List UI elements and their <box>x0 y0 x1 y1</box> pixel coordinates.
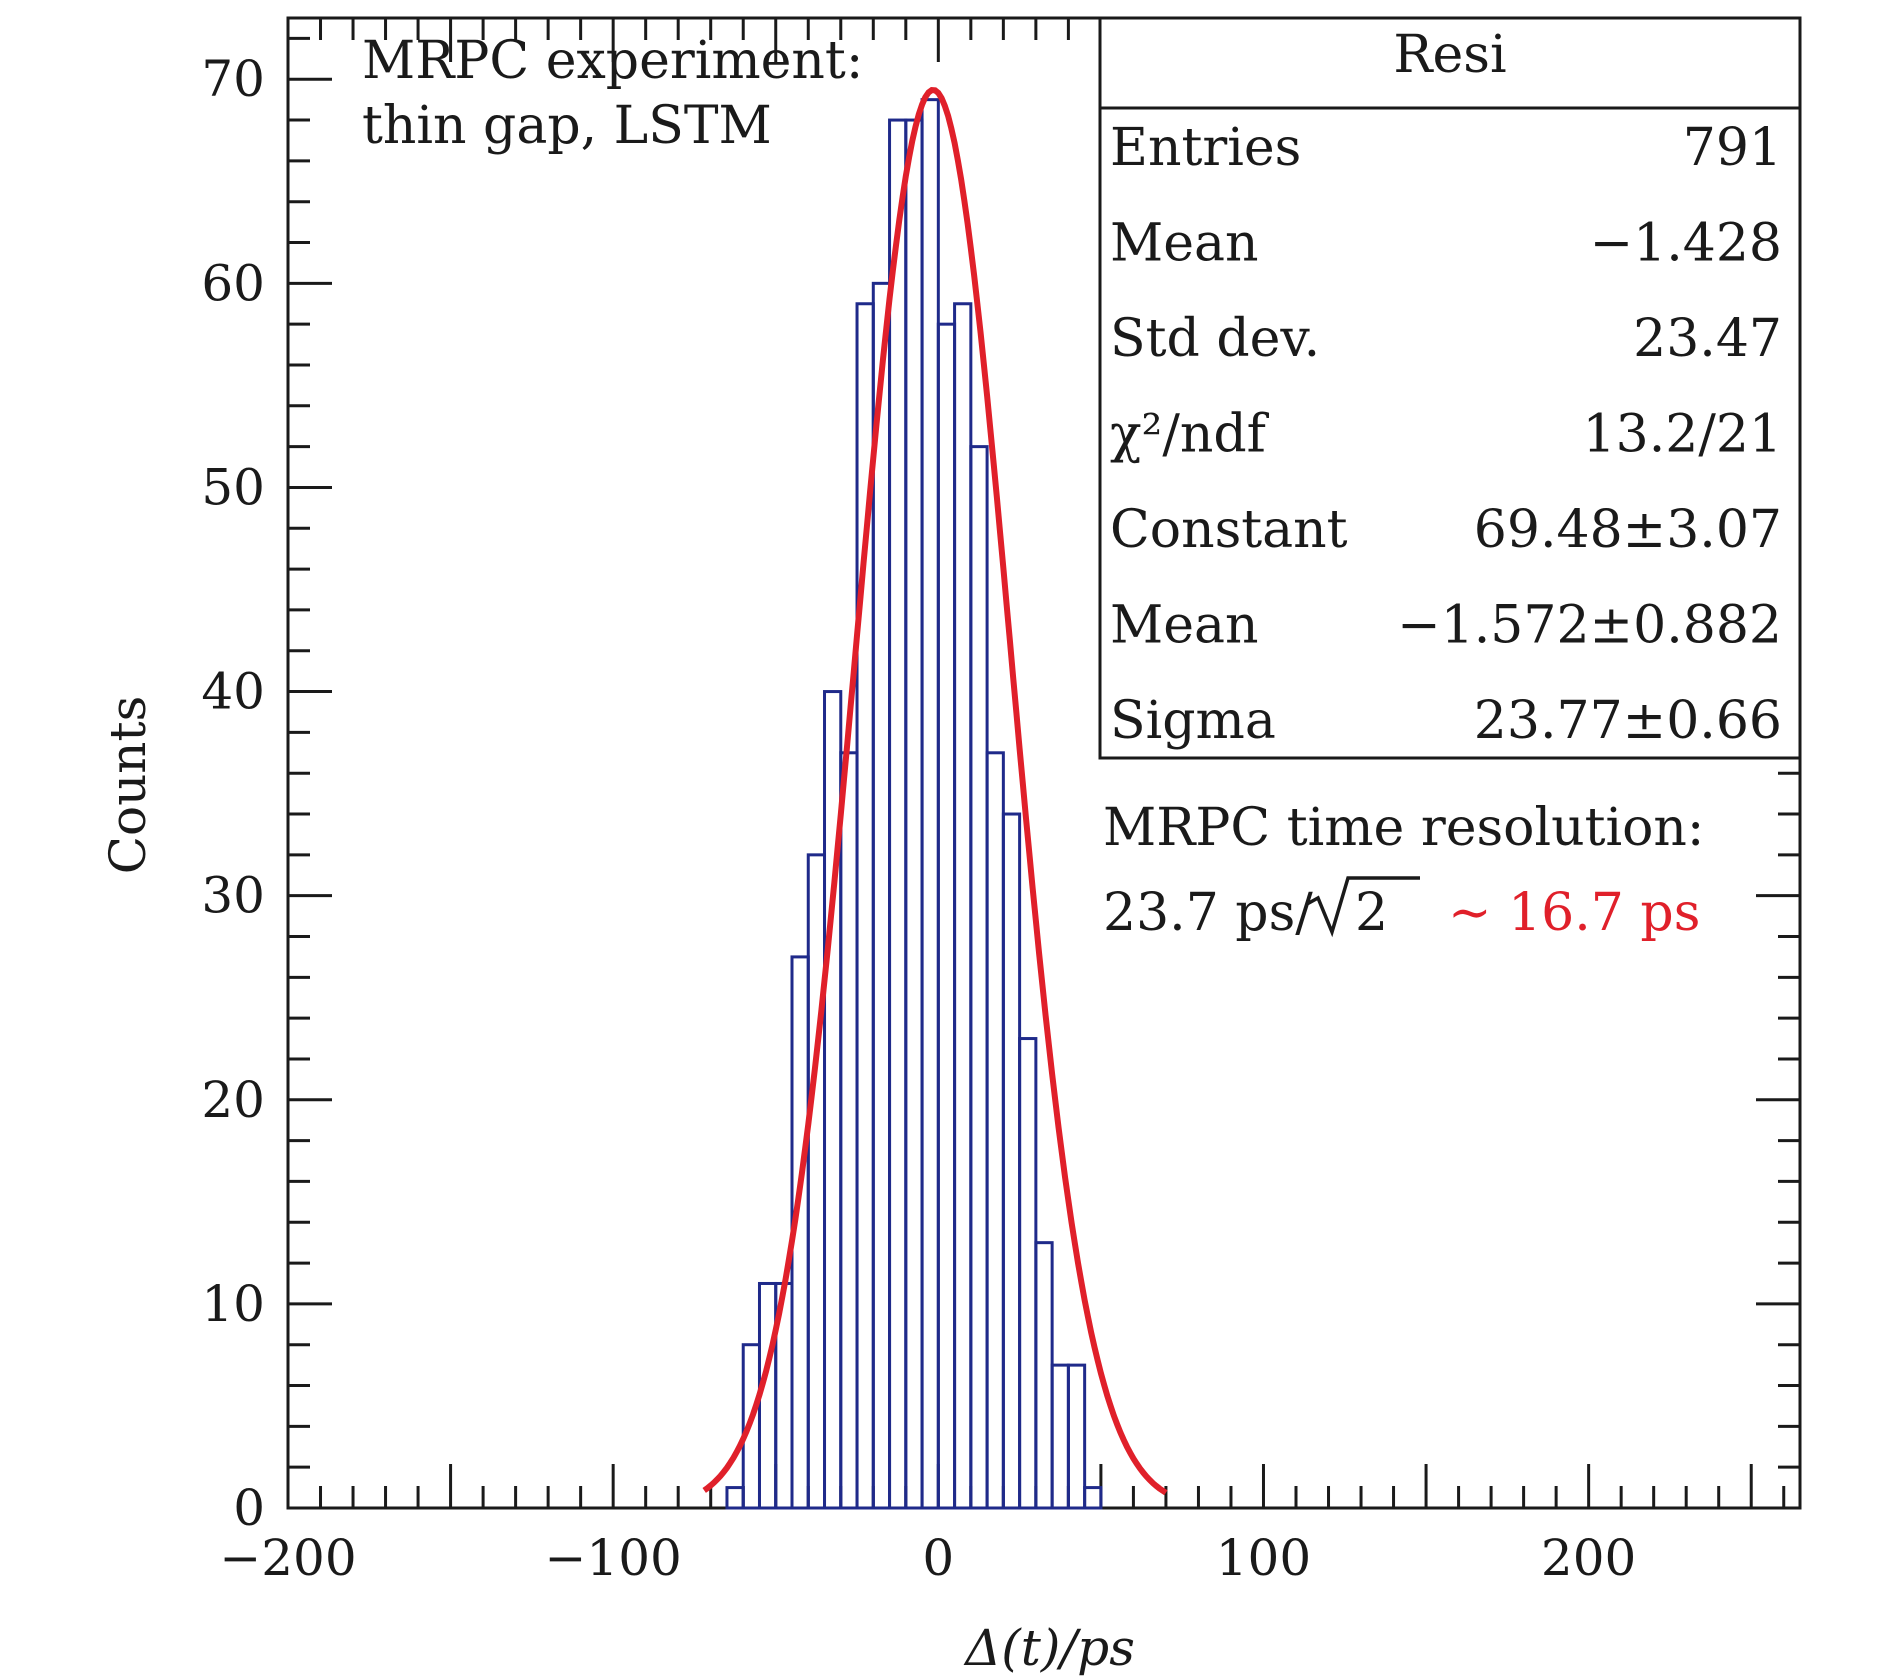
histogram-bin <box>953 302 973 1510</box>
histogram-bin <box>1066 1363 1087 1510</box>
stats-row-label: Sigma <box>1110 691 1276 751</box>
stats-row-label: χ²/ndf <box>1110 405 1270 465</box>
histogram-bin <box>985 751 1005 1510</box>
stats-box: Resi Entries 791 Mean −1.428 Std dev. 23.47 χ²… <box>1098 16 1802 760</box>
histogram-bin <box>806 853 827 1510</box>
resolution-label-line1: MRPC time resolution: <box>1103 798 1704 858</box>
histogram-bin <box>920 98 940 1510</box>
y-axis-title: Counts <box>99 696 157 875</box>
experiment-label-line2: thin gap, LSTM <box>362 96 772 156</box>
x-axis-title: Δ(t)/ps <box>963 1619 1135 1677</box>
stats-row-value: 69.48±3.07 <box>1474 500 1782 560</box>
y-tick-label: 30 <box>201 867 265 925</box>
stats-row-value: 791 <box>1683 118 1782 178</box>
y-tick-label: 40 <box>201 663 265 721</box>
histogram-bin <box>1083 1486 1103 1510</box>
histogram-bin <box>1018 1037 1038 1510</box>
x-tick-label: −100 <box>544 1529 681 1587</box>
x-tick-label: 100 <box>1216 1529 1311 1587</box>
histogram-bin <box>871 281 892 1510</box>
stats-row-value: 13.2/21 <box>1583 405 1782 465</box>
histogram-bin <box>1001 812 1022 1510</box>
histogram-bin <box>888 118 908 1510</box>
stats-row-label: Mean <box>1110 596 1259 656</box>
stats-box-rows: Entries 791 Mean −1.428 Std dev. 23.47 χ²/ndf 1… <box>1110 118 1782 751</box>
y-tick-label: 70 <box>201 50 265 108</box>
sqrt-argument: 2 <box>1355 883 1388 943</box>
y-tick-label: 60 <box>201 254 265 312</box>
histogram-bin <box>969 445 989 1510</box>
sqrt-symbol <box>1306 876 1420 938</box>
resolution-formula: 23.7 ps/ <box>1103 883 1313 943</box>
stats-row-value: 23.77±0.66 <box>1474 691 1782 751</box>
experiment-label-line1: MRPC experiment: <box>362 31 863 91</box>
histogram-bin <box>1050 1363 1070 1510</box>
x-tick-label: −200 <box>219 1529 356 1587</box>
stats-row-label: Entries <box>1110 118 1301 178</box>
stats-row-label: Constant <box>1110 500 1348 560</box>
resolution-result: ∼ 16.7 ps <box>1448 883 1700 943</box>
gaussian-fit-series <box>702 87 1168 1496</box>
histogram-bin <box>904 118 924 1510</box>
stats-row-value: −1.572±0.882 <box>1397 596 1782 656</box>
stats-row-label: Mean <box>1110 214 1259 274</box>
y-tick-label: 0 <box>233 1479 265 1537</box>
fit-curve <box>702 87 1168 1496</box>
stats-box-frame <box>1098 16 1802 760</box>
histogram-bin <box>1034 1241 1054 1510</box>
stats-row-value: −1.428 <box>1590 214 1782 274</box>
y-axis-tick-labels: 0 10 20 30 40 50 60 70 <box>201 50 265 1537</box>
x-axis-tick-labels: −200 −100 0 100 200 <box>219 1529 1636 1587</box>
histogram-bin <box>936 322 957 1510</box>
y-tick-label: 10 <box>201 1275 265 1333</box>
histogram-bin <box>725 1486 745 1510</box>
histogram-series <box>725 98 1103 1510</box>
x-tick-label: 200 <box>1541 1529 1636 1587</box>
y-tick-label: 20 <box>201 1071 265 1129</box>
stats-row-value: 23.47 <box>1633 309 1782 369</box>
y-tick-label: 50 <box>201 458 265 516</box>
histogram-bin <box>839 751 859 1510</box>
stats-box-title: Resi <box>1393 25 1506 85</box>
stats-row-label: Std dev. <box>1110 309 1320 369</box>
x-tick-label: 0 <box>922 1529 954 1587</box>
